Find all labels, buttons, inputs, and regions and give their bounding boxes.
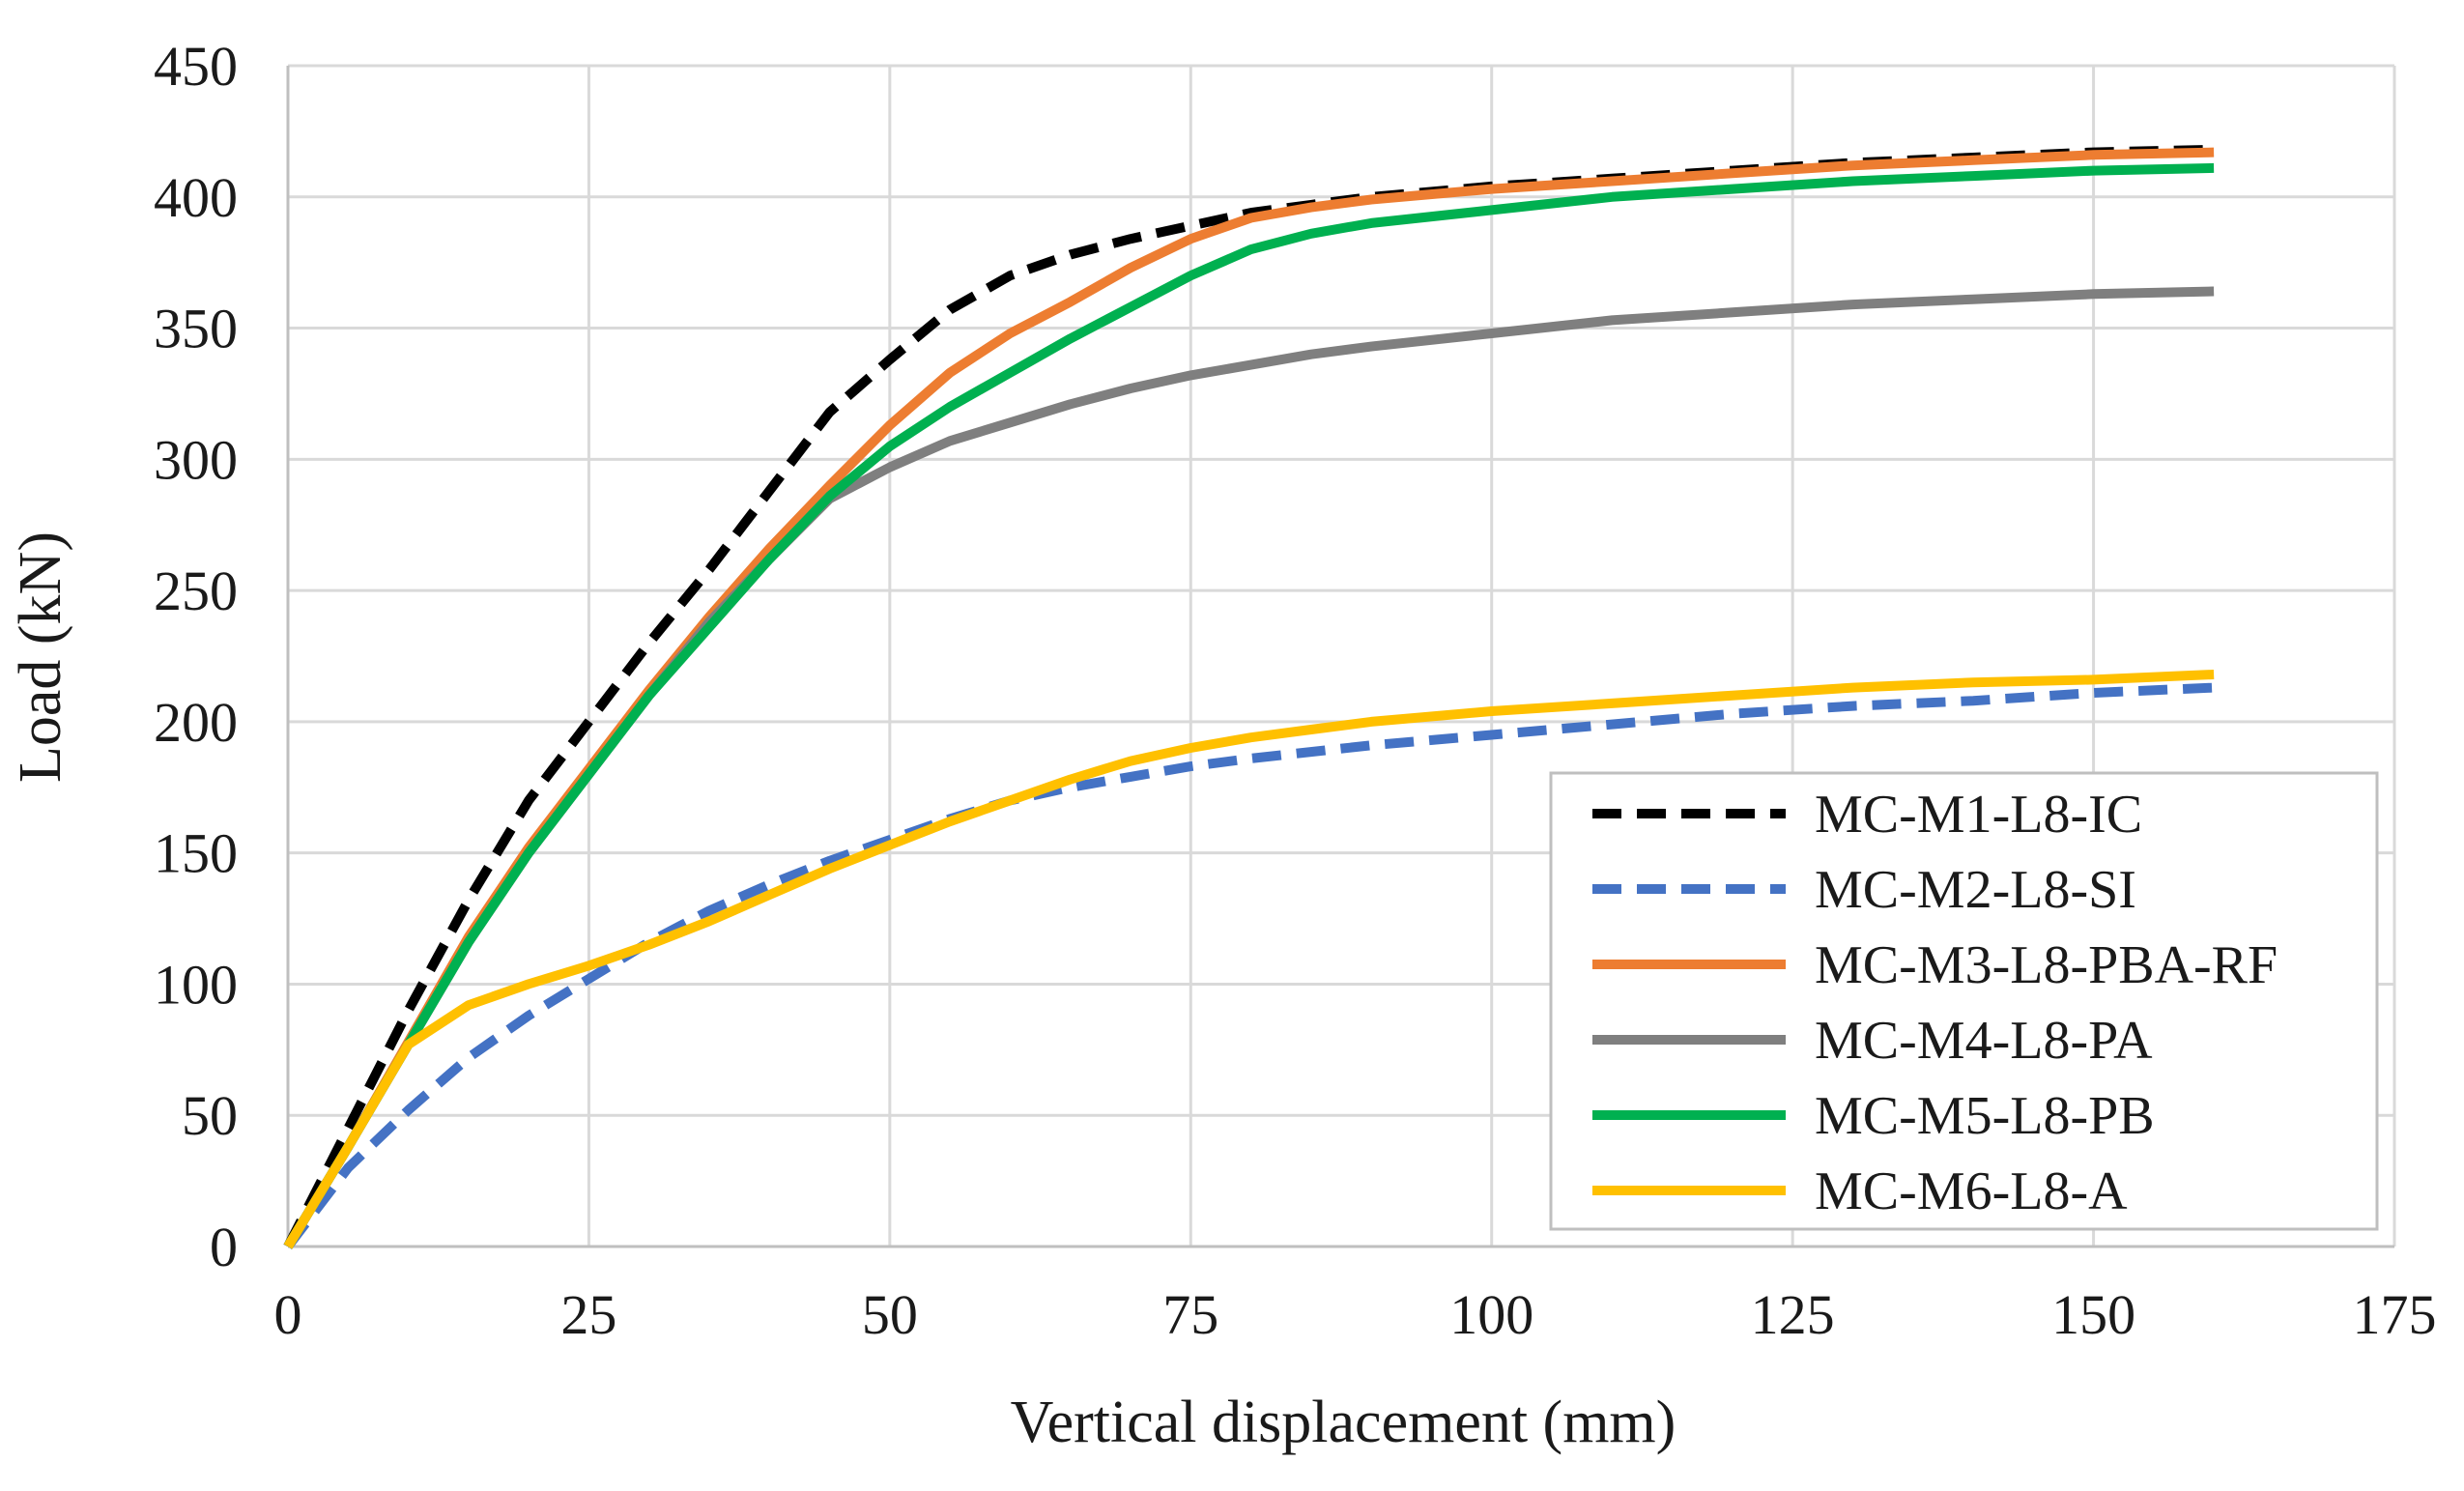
data-series [283, 144, 2215, 1250]
x-tick-label-150: 150 [2051, 1283, 2135, 1346]
y-tick-label-250: 250 [154, 559, 238, 622]
x-tick-label-175: 175 [2353, 1283, 2437, 1346]
y-tick-label-150: 150 [154, 822, 238, 885]
y-tick-label-450: 450 [154, 35, 238, 98]
series-line-6 [283, 670, 2215, 1249]
x-tick-label-75: 75 [1162, 1283, 1218, 1346]
y-tick-labels: 0 50 100 150 200 250 300 350 400 450 [154, 35, 238, 1278]
legend-label-2: MC-M2-L8-SI [1815, 860, 2136, 920]
x-axis-title: Vertical displacement (mm) [1011, 1390, 1676, 1455]
y-tick-label-200: 200 [154, 691, 238, 754]
legend-items: MC-M1-L8-IC MC-M2-L8-SI MC-M3-L8-PBA-RF MC-… [1592, 785, 2278, 1221]
legend-label-6: MC-M6-L8-A [1815, 1161, 2128, 1221]
legend-label-1: MC-M1-L8-IC [1815, 785, 2142, 845]
x-tick-label-0: 0 [274, 1283, 302, 1346]
x-tick-labels: 0 25 50 75 100 125 150 175 [274, 1283, 2437, 1346]
x-tick-label-125: 125 [1751, 1283, 1835, 1346]
y-tick-label-50: 50 [182, 1084, 238, 1147]
legend-label-3: MC-M3-L8-PBA-RF [1815, 935, 2278, 995]
y-tick-label-350: 350 [154, 298, 238, 360]
series-line-5 [283, 162, 2215, 1249]
legend: MC-M1-L8-IC MC-M2-L8-SI MC-M3-L8-PBA-RF MC-… [1549, 771, 2379, 1231]
x-tick-label-100: 100 [1449, 1283, 1533, 1346]
x-tick-label-25: 25 [560, 1283, 616, 1346]
x-tick-label-50: 50 [862, 1283, 918, 1346]
legend-label-5: MC-M5-L8-PB [1815, 1086, 2155, 1146]
y-tick-label-400: 400 [154, 166, 238, 229]
axes [286, 66, 2394, 1248]
y-axis-title: Load (kN) [8, 531, 73, 783]
y-tick-label-300: 300 [154, 428, 238, 491]
y-tick-label-100: 100 [154, 953, 238, 1016]
legend-label-4: MC-M4-L8-PA [1815, 1011, 2153, 1071]
legend-box [1549, 771, 2379, 1231]
y-tick-label-0: 0 [210, 1216, 238, 1278]
